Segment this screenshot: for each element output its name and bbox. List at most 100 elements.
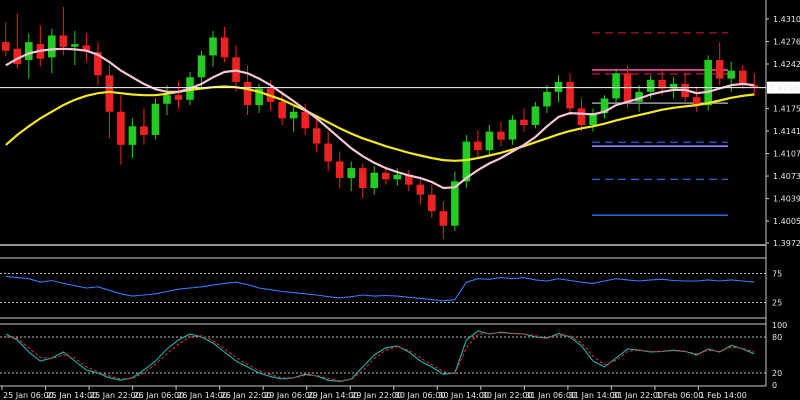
candle-body — [451, 181, 459, 226]
moving-averages-group — [5, 47, 755, 190]
indicator1-tick-label: 25 — [772, 299, 782, 308]
candle-body — [439, 211, 448, 226]
candle-body — [71, 44, 79, 47]
ma-slow-line — [5, 85, 755, 162]
candle-body — [543, 91, 551, 107]
candle-body — [94, 52, 102, 76]
candle-body — [301, 111, 309, 129]
candle-body — [209, 37, 217, 56]
candle-body — [347, 168, 356, 179]
price-axis-ticks: 1.43100 1.42760 1.42420 1.41750 1.41410 1.410… — [766, 15, 800, 248]
candle-body — [715, 60, 724, 79]
time-tick-label: 29 Jan 06:00 — [264, 391, 315, 400]
indicator1-series-line — [5, 275, 755, 302]
candle-body — [289, 111, 298, 119]
candle-body — [255, 88, 263, 106]
candle-body — [577, 108, 586, 125]
candle-body — [381, 172, 390, 180]
indicator2-tick-label: 20 — [772, 369, 782, 378]
time-tick-label: 31 Jan 22:00 — [612, 391, 663, 400]
time-tick-label: 30 Jan 06:00 — [395, 391, 446, 400]
candle-body — [105, 75, 114, 112]
candle-body — [174, 95, 183, 100]
candle-body — [358, 168, 367, 188]
time-tick-label: 26 Jan 06:00 — [134, 391, 185, 400]
candle-body — [600, 98, 609, 114]
time-tick-label: 1 Feb 14:00 — [699, 391, 746, 400]
price-tick-label: 1.39720 — [773, 239, 800, 248]
price-tick-label: 1.42420 — [773, 60, 800, 69]
candle-body — [197, 55, 206, 78]
candle-body — [220, 37, 229, 58]
candle-body — [692, 97, 701, 106]
candle-body — [82, 45, 91, 51]
indicator2-group: 100 80 20 0 — [0, 321, 787, 390]
price-tick-label: 1.42760 — [773, 37, 800, 46]
candle-body — [335, 161, 344, 179]
candle-body — [508, 119, 517, 140]
time-tick-label: 31 Jan 14:00 — [569, 391, 620, 400]
price-tick-label: 1.41410 — [773, 127, 800, 136]
time-tick-label: 25 Jan 14:00 — [47, 391, 98, 400]
time-tick-label: 30 Jan 14:00 — [438, 391, 489, 400]
indicator2-tick-label: 0 — [772, 381, 777, 390]
indicator1-group: 75 25 — [0, 270, 782, 308]
time-tick-label: 29 Jan 22:00 — [351, 391, 402, 400]
candle-body — [646, 79, 655, 92]
candle-body — [554, 81, 563, 92]
current-price-line-group: 1.42064 — [0, 81, 800, 94]
candle-body — [704, 60, 712, 106]
candle-body — [163, 95, 171, 104]
price-tick-label: 1.40050 — [773, 217, 800, 226]
candle-body — [669, 83, 678, 89]
candle-body — [48, 35, 56, 58]
candle-body — [117, 111, 125, 145]
candle-body — [59, 35, 68, 47]
candle-body — [474, 141, 482, 151]
current-price-label: 1.42064 — [770, 84, 800, 93]
candle-body — [128, 126, 137, 145]
candle-body — [727, 70, 736, 79]
candle-body — [612, 73, 620, 99]
price-tick-label: 1.43100 — [773, 15, 800, 24]
time-tick-label: 25 Jan 22:00 — [90, 391, 141, 400]
time-tick-label: 31 Jan 06:00 — [525, 391, 576, 400]
candle-body — [462, 141, 471, 182]
ma-fast-line — [5, 47, 755, 190]
time-tick-label: 30 Jan 22:00 — [482, 391, 533, 400]
candle-body — [393, 174, 402, 180]
time-tick-label: 26 Jan 22:00 — [221, 391, 272, 400]
candle-body — [1, 42, 10, 51]
price-tick-label: 1.41750 — [773, 104, 800, 113]
candle-body — [278, 101, 286, 119]
candle-body — [750, 85, 759, 88]
time-tick-label: 29 Jan 14:00 — [308, 391, 359, 400]
price-tick-label: 1.40390 — [773, 195, 800, 204]
candle-body — [658, 79, 666, 89]
candle-body — [566, 81, 574, 109]
candle-body — [13, 48, 22, 65]
time-tick-label: 25 Jan 06:00 — [3, 391, 54, 400]
candle-body — [24, 42, 33, 61]
time-tick-label: 1 Feb 06:00 — [656, 391, 703, 400]
candle-body — [416, 184, 425, 195]
indicator2-tick-label: 80 — [772, 333, 782, 342]
candle-body — [497, 131, 505, 140]
candle-body — [531, 106, 540, 125]
candle-body — [635, 91, 643, 102]
indicator2-tick-label: 100 — [772, 321, 787, 330]
candle-body — [370, 172, 379, 188]
candle-body — [589, 113, 597, 125]
candle-body — [404, 174, 413, 185]
indicator2-series-line — [5, 332, 755, 382]
price-tick-label: 1.41070 — [773, 150, 800, 159]
price-tick-label: 1.40730 — [773, 172, 800, 181]
candle-body — [324, 143, 332, 162]
indicator1-tick-label: 75 — [772, 270, 782, 279]
candle-body — [738, 70, 747, 86]
candle-body — [151, 103, 160, 135]
candle-body — [520, 119, 528, 125]
